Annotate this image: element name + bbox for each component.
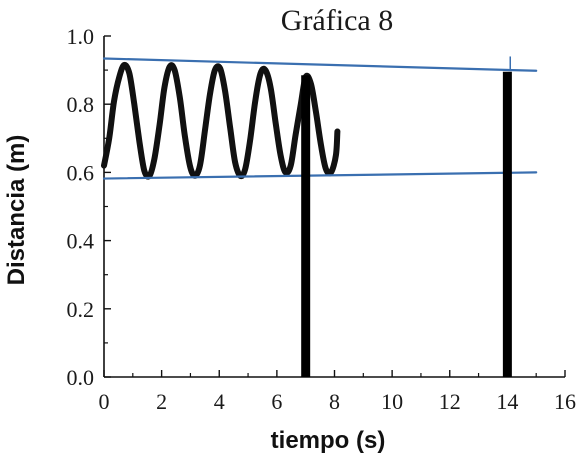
- x-tick-label: 4: [214, 389, 225, 414]
- y-tick-label: 0.2: [67, 297, 95, 322]
- y-tick-label: 0.4: [67, 229, 95, 254]
- x-axis-label: tiempo (s): [271, 427, 386, 454]
- plot-area: 0.0 0.2 0.4 0.6 0.8 1.0 0 2 4 6 8 10 12 14 16: [67, 24, 577, 414]
- lower-envelope-line: [102, 171, 538, 180]
- x-tick-label: 10: [381, 389, 403, 414]
- x-tick-label: 6: [271, 389, 282, 414]
- y-tick-label: 1.0: [67, 24, 95, 49]
- y-axis-label: Distancia (m): [3, 135, 30, 286]
- y-tick-label: 0.0: [67, 365, 95, 390]
- y-tick-label: 0.6: [67, 160, 95, 185]
- x-tick-label: 8: [329, 389, 340, 414]
- x-tick-label: 0: [99, 389, 110, 414]
- x-tick-label: 2: [156, 389, 167, 414]
- x-tick-label: 12: [439, 389, 461, 414]
- x-tick-label: 16: [554, 389, 576, 414]
- chart-title: Gráfica 8: [281, 4, 393, 37]
- x-tick-label: 14: [496, 389, 518, 414]
- upper-envelope-line: [102, 57, 538, 72]
- y-tick-label: 0.8: [67, 92, 95, 117]
